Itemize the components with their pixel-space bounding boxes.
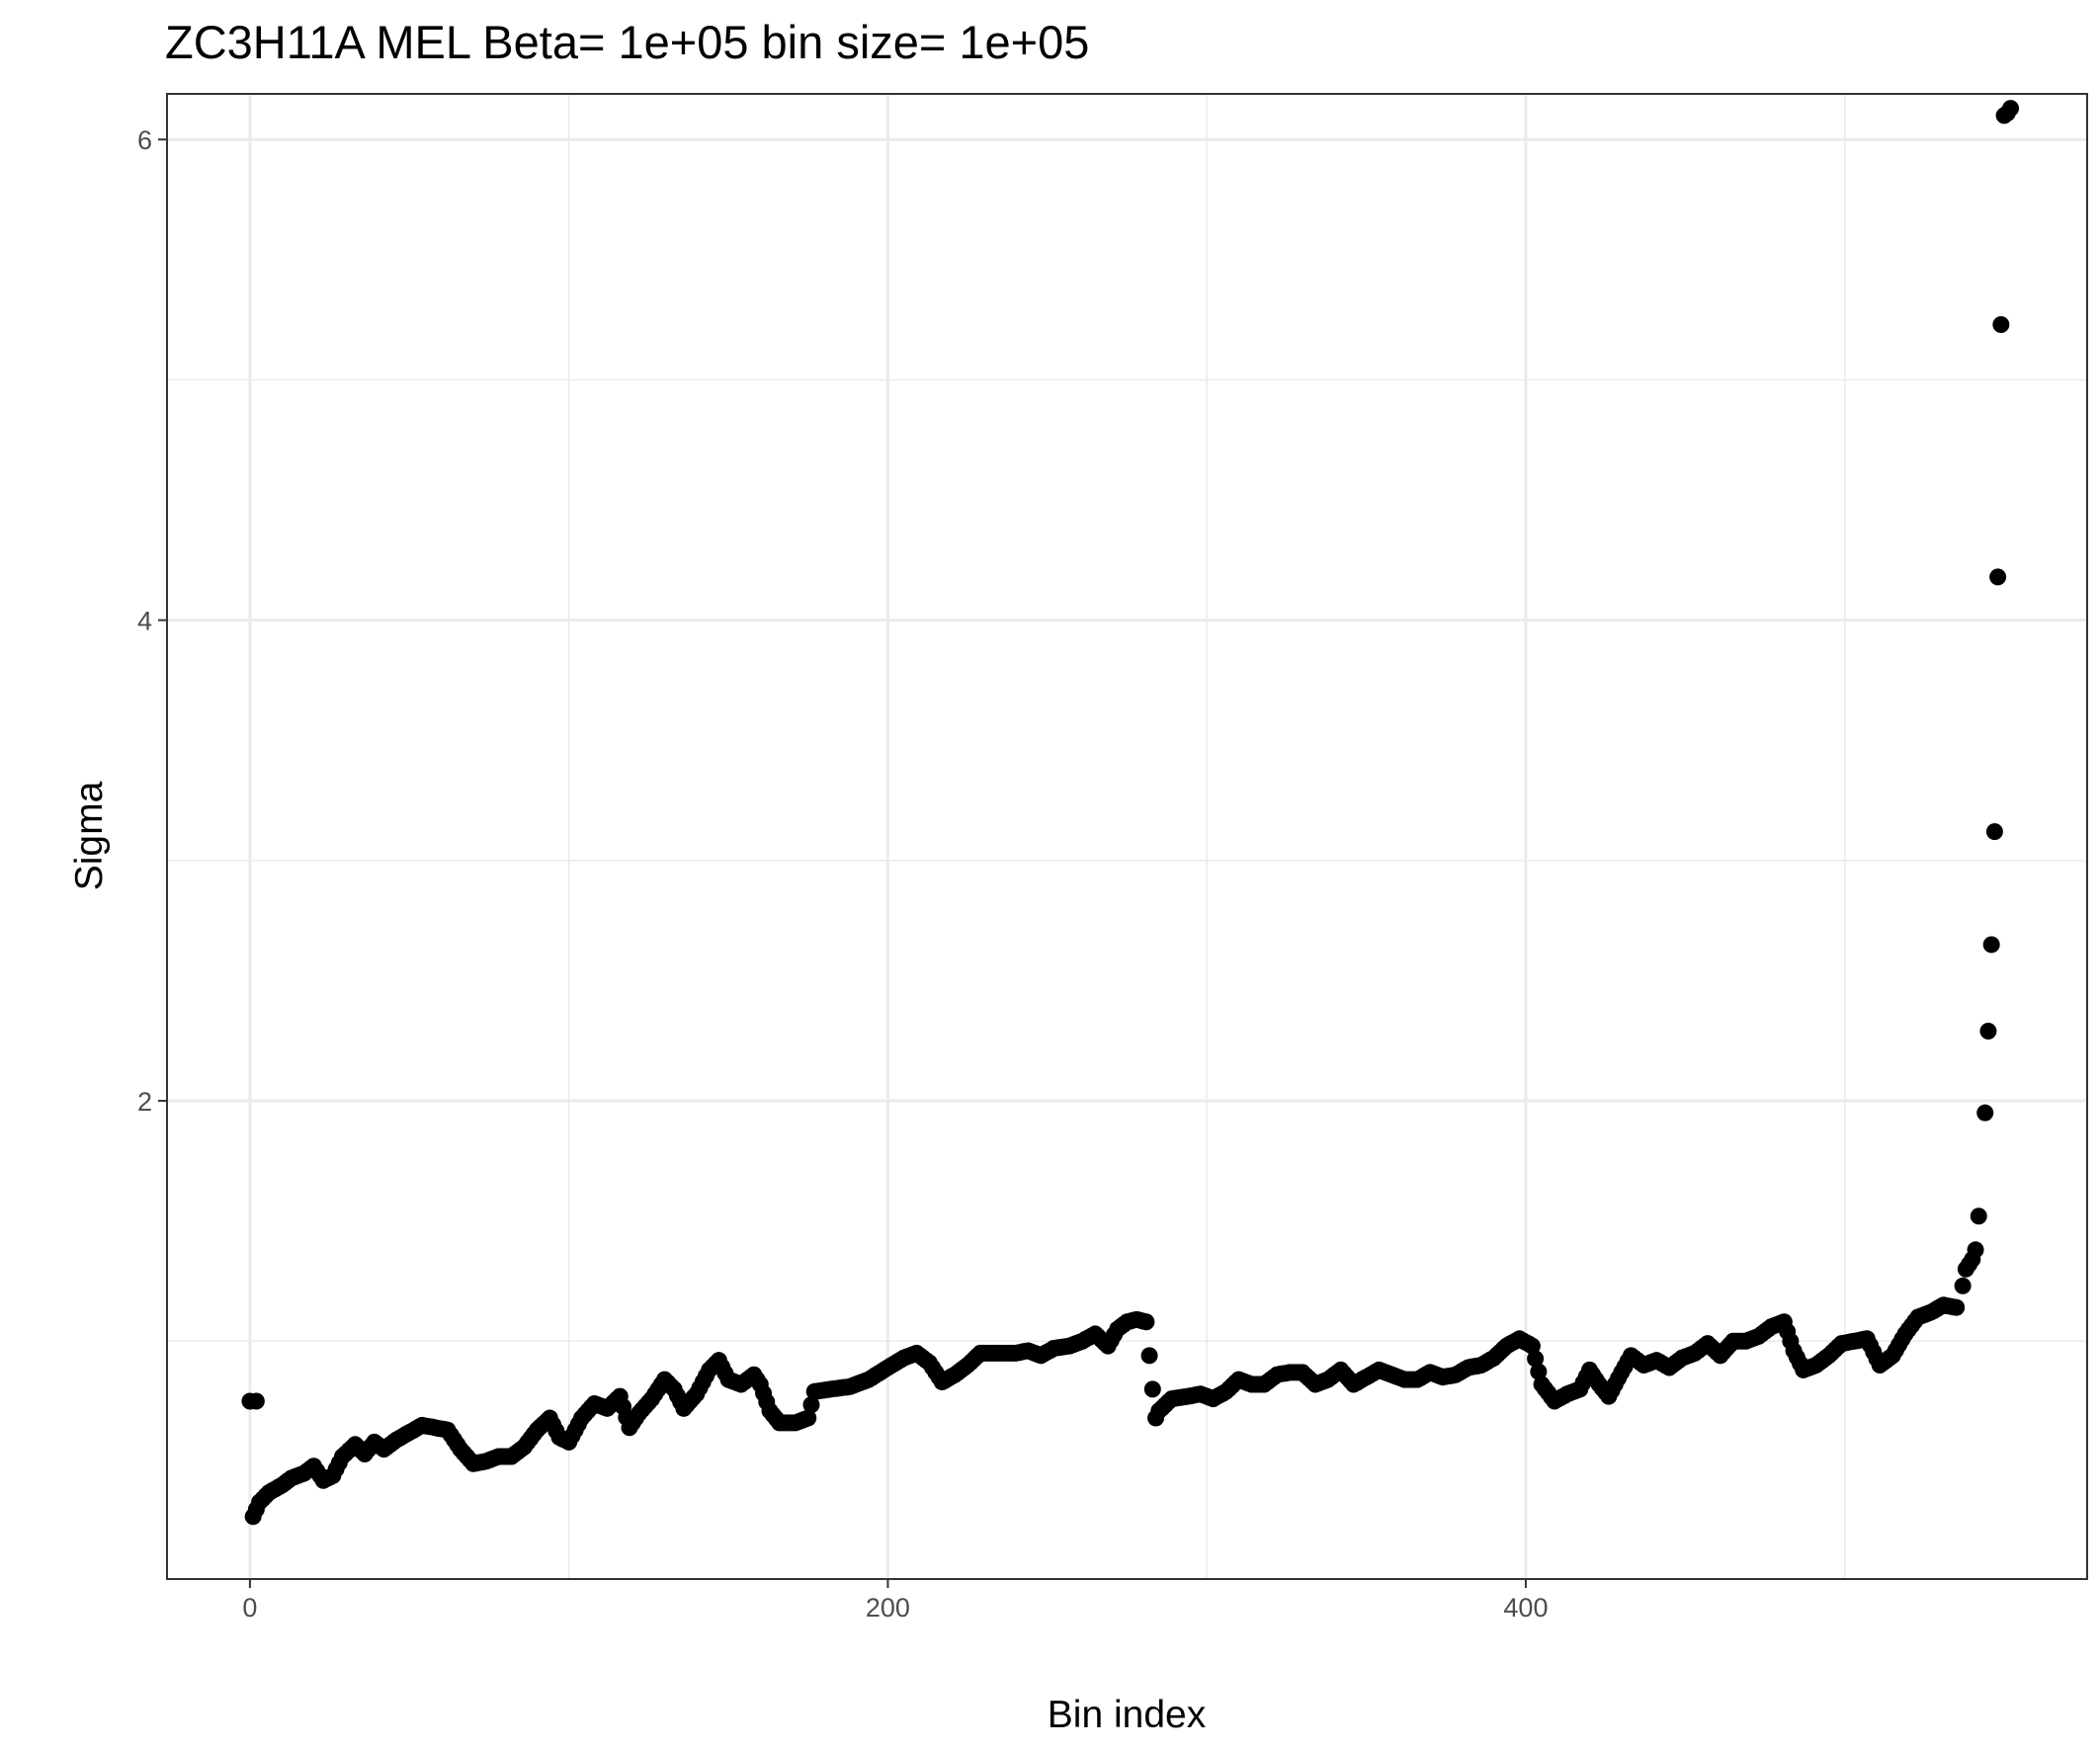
grid-lines xyxy=(167,94,2087,1579)
y-tick-label: 2 xyxy=(137,1087,152,1117)
data-point xyxy=(1970,1208,1987,1225)
data-point xyxy=(1982,936,2000,954)
data-point xyxy=(802,1396,820,1414)
y-tick-label: 4 xyxy=(137,607,152,636)
data-point xyxy=(1523,1337,1541,1355)
data-point xyxy=(1976,1104,1994,1122)
x-axis-title: Bin index xyxy=(1048,1694,1207,1736)
data-point xyxy=(1979,1022,1997,1040)
data-point xyxy=(1140,1347,1158,1365)
data-point xyxy=(1143,1380,1161,1398)
data-point xyxy=(1147,1409,1165,1427)
data-point xyxy=(799,1409,817,1427)
data-point xyxy=(1992,315,2010,333)
data-point xyxy=(1527,1350,1545,1368)
data-point xyxy=(247,1392,265,1410)
plot-border xyxy=(166,93,2088,1580)
y-axis-title: Sigma xyxy=(68,781,111,890)
data-point xyxy=(1985,823,2003,841)
y-tick-label: 6 xyxy=(137,125,152,155)
data-point xyxy=(1948,1298,1966,1316)
data-point xyxy=(1989,568,2007,586)
data-points xyxy=(241,100,2020,1526)
axes: 0 200 400 2 4 6 xyxy=(137,125,1549,1623)
data-point xyxy=(1530,1363,1548,1380)
data-point xyxy=(1954,1277,1972,1294)
data-point xyxy=(2002,100,2020,118)
chart-title: ZC3H11A MEL Beta= 1e+05 bin size= 1e+05 xyxy=(165,16,1089,68)
x-tick-label: 0 xyxy=(242,1593,257,1623)
x-tick-label: 400 xyxy=(1503,1593,1548,1623)
data-point xyxy=(1137,1313,1155,1331)
data-point xyxy=(1967,1241,1984,1259)
x-tick-label: 200 xyxy=(866,1593,910,1623)
